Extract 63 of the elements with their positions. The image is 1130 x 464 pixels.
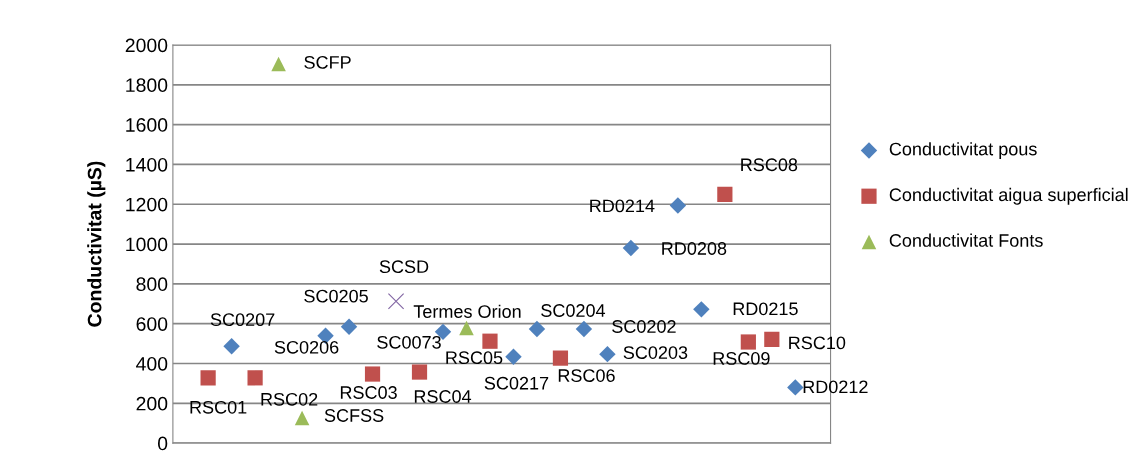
point bbox=[622, 239, 640, 257]
point bbox=[387, 293, 405, 310]
annotation: RD0208 bbox=[662, 242, 727, 255]
annotation: SC0217 bbox=[484, 376, 549, 390]
y-tick-label: 1400 bbox=[126, 157, 168, 172]
point bbox=[505, 348, 522, 365]
annotation: SCFSS bbox=[324, 409, 384, 422]
point bbox=[340, 318, 358, 335]
point bbox=[528, 320, 546, 338]
annotation: RSC06 bbox=[558, 369, 615, 382]
y-axis-title: Conductivitat (µS) bbox=[87, 161, 106, 327]
annotation: SC0073 bbox=[377, 335, 441, 349]
annotation: RSC01 bbox=[190, 400, 247, 414]
legend-label: Conductivitat Fonts bbox=[889, 233, 1043, 247]
annotation: RD0214 bbox=[590, 199, 655, 213]
legend-label: Conductivitat aigua superficial bbox=[889, 187, 1128, 205]
y-tick-label: 600 bbox=[136, 317, 168, 331]
point bbox=[740, 334, 756, 350]
y-tick-label: 1000 bbox=[126, 237, 168, 252]
annotation: RSC09 bbox=[713, 352, 770, 365]
annotation: RSC05 bbox=[446, 351, 503, 365]
annotation: SCSD bbox=[379, 260, 429, 274]
annotation: Termes Orion bbox=[413, 304, 521, 318]
annotation: RSC02 bbox=[261, 392, 318, 406]
point bbox=[717, 186, 733, 202]
point bbox=[200, 370, 216, 386]
y-tick-label: 0 bbox=[157, 436, 168, 451]
point bbox=[411, 364, 428, 380]
annotation: RD0215 bbox=[733, 302, 798, 316]
annotation: SC0202 bbox=[612, 320, 676, 333]
point bbox=[575, 320, 593, 338]
point bbox=[482, 333, 498, 349]
annotation: RSC03 bbox=[340, 386, 397, 399]
annotation: RSC04 bbox=[414, 390, 472, 403]
point bbox=[764, 331, 780, 348]
point bbox=[223, 337, 240, 355]
legend-label: Conductivitat pous bbox=[889, 142, 1037, 159]
annotation: SC0207 bbox=[210, 313, 275, 327]
annotation: RSC08 bbox=[741, 158, 798, 172]
annotation: SC0206 bbox=[274, 340, 339, 354]
point bbox=[364, 366, 381, 382]
point bbox=[787, 379, 804, 396]
point bbox=[552, 350, 569, 366]
y-tick-label: 2000 bbox=[125, 38, 168, 53]
annotation: SC0203 bbox=[623, 346, 688, 359]
y-tick-label: 1200 bbox=[126, 197, 168, 212]
annotation: SC0205 bbox=[304, 289, 368, 303]
point bbox=[599, 345, 616, 363]
annotation: RSC10 bbox=[789, 336, 846, 350]
point bbox=[693, 301, 710, 318]
y-tick-label: 1600 bbox=[126, 118, 168, 132]
point bbox=[459, 320, 474, 336]
point bbox=[294, 410, 310, 426]
y-tick-label: 200 bbox=[136, 396, 168, 411]
annotation: SCFP bbox=[304, 55, 351, 69]
y-tick-label: 1800 bbox=[126, 78, 168, 93]
y-tick-label: 400 bbox=[136, 356, 168, 371]
point bbox=[669, 197, 687, 214]
point bbox=[247, 370, 263, 386]
y-tick-label: 800 bbox=[136, 277, 168, 292]
annotation: SC0204 bbox=[541, 304, 606, 317]
annotation: RD0212 bbox=[803, 380, 868, 394]
point bbox=[271, 56, 286, 72]
